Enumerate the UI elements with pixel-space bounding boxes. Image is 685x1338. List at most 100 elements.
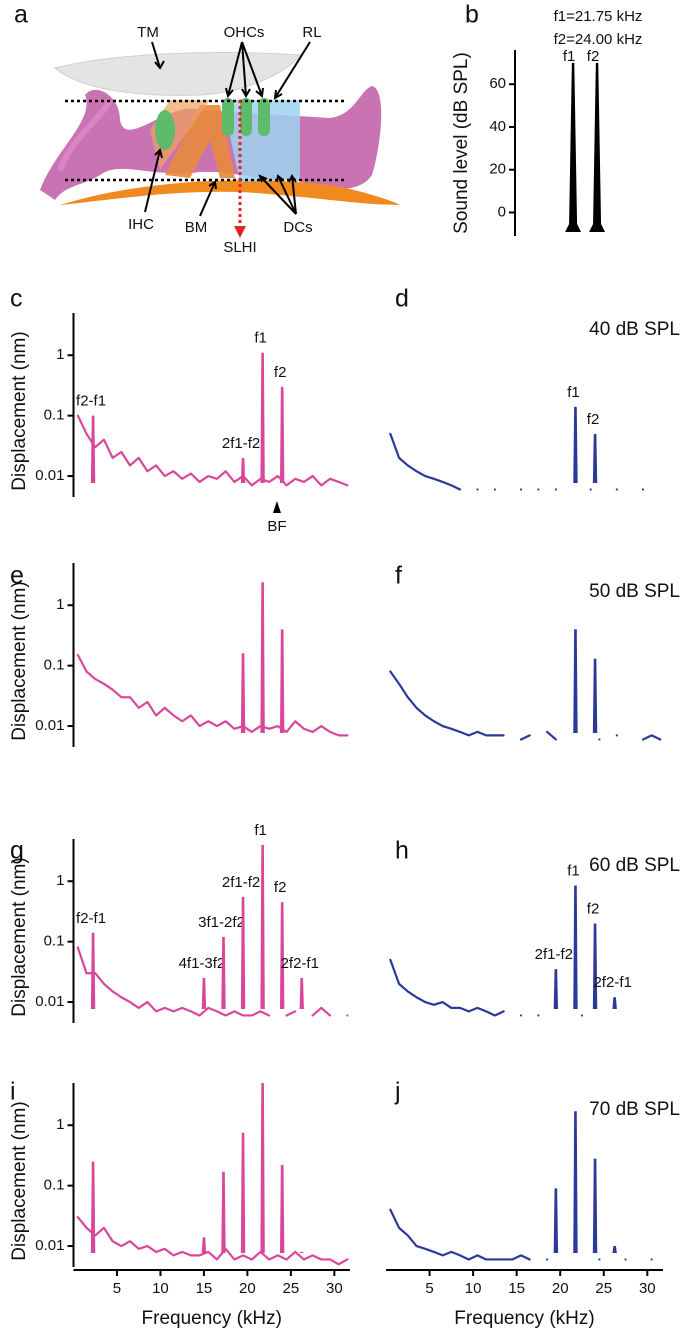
- peak-label: f1: [254, 822, 267, 839]
- tissue-edge: [57, 98, 113, 172]
- annotation-arrow: [272, 501, 281, 513]
- peak: [240, 1132, 246, 1253]
- peak: [260, 352, 265, 483]
- y-axis-label: Displacement (nm): [9, 857, 30, 1016]
- peak: [299, 978, 304, 1009]
- y-tick-label: 40: [489, 118, 506, 135]
- y-tick-label: 1: [56, 872, 64, 889]
- y-tick-label: 1: [56, 346, 64, 363]
- x-tick-label: 25: [595, 1280, 612, 1297]
- stimulus-spike: [589, 62, 606, 232]
- peak: [279, 629, 285, 733]
- x-tick-label: 30: [326, 1280, 343, 1297]
- x-axis-label: Frequency (kHz): [142, 1308, 282, 1329]
- peak: [573, 406, 578, 483]
- outer-hair-cell: [240, 98, 252, 136]
- peak: [573, 1111, 578, 1253]
- stimulus-spike: [565, 62, 582, 232]
- peak-label: f1: [567, 862, 580, 879]
- panel-letter: a: [14, 1, 28, 29]
- stimulus-note: f1=21.75 kHz: [554, 8, 643, 25]
- y-tick-label: 0.01: [35, 467, 64, 484]
- peak-label: f2: [587, 48, 600, 65]
- peak: [90, 932, 96, 1009]
- y-tick-label: 0.1: [44, 407, 65, 424]
- noise-line: [76, 414, 349, 487]
- panel-letter: c: [10, 285, 23, 313]
- peak: [553, 969, 559, 1009]
- panel-letter: b: [465, 1, 479, 29]
- laser-arrow: [234, 226, 246, 238]
- peak: [573, 885, 578, 1009]
- peak: [240, 457, 246, 483]
- y-axis-label: Displacement (nm): [9, 581, 30, 740]
- peak-label: f2-f1: [76, 393, 106, 410]
- y-axis-label: Displacement (nm): [9, 1101, 30, 1260]
- diagram-label: TM: [137, 24, 159, 41]
- subtitle: 50 dB SPL: [589, 581, 680, 602]
- peak: [592, 658, 598, 733]
- noise-line: [389, 1208, 653, 1261]
- y-axis-label: Displacement (nm): [9, 331, 30, 490]
- basilar-membrane: [60, 180, 400, 205]
- y-tick-label: 0.01: [35, 717, 64, 734]
- diagram-label: RL: [302, 24, 321, 41]
- x-tick-label: 15: [508, 1280, 525, 1297]
- peak: [221, 1171, 226, 1253]
- x-tick-label: 20: [239, 1280, 256, 1297]
- peak: [240, 896, 246, 1009]
- panel-letter: h: [395, 837, 409, 865]
- peak: [260, 844, 265, 1009]
- noise-line: [389, 958, 584, 1017]
- peak-label: f1: [563, 48, 576, 65]
- peak: [279, 1164, 285, 1253]
- diagram-label: BM: [185, 219, 208, 236]
- noise-line: [389, 670, 662, 741]
- peak: [592, 923, 598, 1009]
- peak: [240, 653, 246, 733]
- peak-label: 2f2-f1: [281, 955, 319, 972]
- y-tick-label: 1: [56, 1116, 64, 1133]
- peak-label: 2f1-f2: [222, 435, 260, 452]
- peak-label: f1: [254, 330, 267, 347]
- y-tick-label: 0: [498, 203, 506, 220]
- x-tick-label: 10: [152, 1280, 169, 1297]
- y-tick-label: 60: [489, 75, 506, 92]
- x-axis-label: Frequency (kHz): [454, 1308, 594, 1329]
- stimulus-note: f2=24.00 kHz: [554, 31, 643, 48]
- subtitle: 40 dB SPL: [589, 319, 680, 340]
- subtitle: 60 dB SPL: [589, 855, 680, 876]
- y-tick-label: 0.01: [35, 993, 64, 1010]
- pointers: [144, 41, 311, 217]
- panel-letter: d: [395, 285, 409, 313]
- x-tick-label: 20: [552, 1280, 569, 1297]
- pillar-cells: [165, 105, 235, 178]
- noise-line: [76, 1216, 349, 1266]
- peak: [299, 1251, 304, 1253]
- noise-line: [76, 946, 349, 1017]
- peak: [573, 629, 578, 733]
- y-axis-label: Sound level (dB SPL): [451, 52, 472, 234]
- x-tick-label: 30: [639, 1280, 656, 1297]
- inner-hair-cell: [155, 110, 175, 150]
- peak: [612, 997, 617, 1009]
- x-tick-label: 15: [196, 1280, 213, 1297]
- peak: [279, 386, 285, 483]
- subtitle: 70 dB SPL: [589, 1099, 680, 1120]
- noise-line: [389, 432, 645, 491]
- peak-label: 4f1-3f2: [179, 955, 226, 972]
- peak: [201, 978, 207, 1009]
- peak: [592, 1158, 598, 1253]
- panel-letter: e: [10, 562, 24, 590]
- peak-label: f2: [587, 900, 600, 917]
- annotation: BF: [267, 518, 286, 535]
- x-tick-label: 5: [425, 1280, 433, 1297]
- peak-label: 2f2-f1: [593, 974, 631, 991]
- panel-letter: g: [10, 837, 24, 865]
- y-tick-label: 1: [56, 596, 64, 613]
- x-tick-label: 5: [113, 1280, 121, 1297]
- cochlea-diagram: a: [14, 1, 400, 256]
- x-tick-label: 10: [465, 1280, 482, 1297]
- peak: [260, 1083, 265, 1253]
- peak: [90, 1161, 96, 1253]
